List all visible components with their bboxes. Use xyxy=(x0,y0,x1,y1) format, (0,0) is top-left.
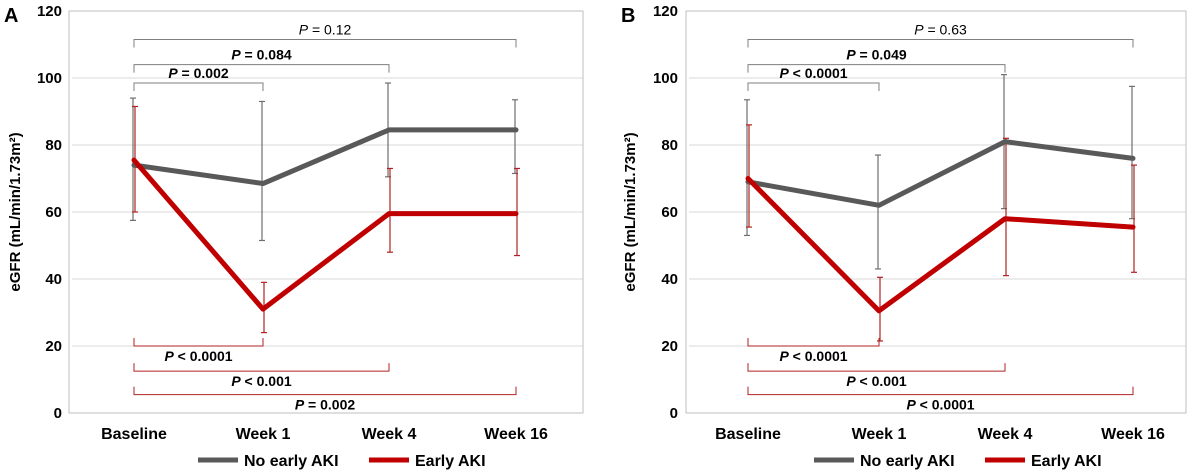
series-line xyxy=(745,176,1136,314)
p-value-label: P = 0.63 xyxy=(914,21,967,37)
plot-frame xyxy=(685,10,1187,414)
comparison-bracket xyxy=(133,338,264,347)
legend-label: No early AKI xyxy=(244,453,339,470)
p-value-label: P < 0.0001 xyxy=(906,397,974,413)
legend-label: Early AKI xyxy=(415,453,486,470)
y-tick-label: 40 xyxy=(661,271,678,288)
p-value-label: P = 0.049 xyxy=(846,47,907,63)
legend: No early AKI Early AKI xyxy=(814,453,1102,470)
y-tick-label: 120 xyxy=(653,3,678,20)
y-tick-label: 120 xyxy=(37,3,62,20)
y-tick-label: 80 xyxy=(45,137,62,154)
p-value-label: P < 0.001 xyxy=(846,373,907,389)
y-tick-label: 80 xyxy=(661,137,678,154)
comparison-bracket xyxy=(747,386,1134,396)
p-value-label: P = 0.12 xyxy=(299,21,352,37)
series-line xyxy=(131,127,519,187)
y-tick-label: 60 xyxy=(45,204,62,221)
chart-panel-a: A 0 20 40 60 80 100 120 eGFR (mL/min/1.73m²) Base… xyxy=(4,3,584,470)
comparison-bracket xyxy=(747,363,1006,372)
comparison-bracket xyxy=(747,338,880,347)
legend-label: No early AKI xyxy=(860,453,955,470)
y-tick-label: 60 xyxy=(661,204,678,221)
y-tick-label: 40 xyxy=(45,271,62,288)
comparison-bracket xyxy=(133,38,517,48)
comparison-bracket xyxy=(747,38,1134,48)
y-axis-label: eGFR (mL/min/1.73m²) xyxy=(622,132,639,291)
x-tick-label: Week 4 xyxy=(978,426,1033,443)
y-tick-label: 20 xyxy=(661,338,678,355)
panel-letter: B xyxy=(621,5,635,27)
x-tick-label: Baseline xyxy=(101,426,167,443)
comparison-bracket xyxy=(133,363,390,372)
x-tick-label: Week 16 xyxy=(484,426,548,443)
y-tick-label: 20 xyxy=(45,338,62,355)
x-tick-label: Week 4 xyxy=(362,426,417,443)
x-tick-label: Baseline xyxy=(715,426,781,443)
series-line xyxy=(745,139,1136,208)
y-tick-label: 0 xyxy=(670,405,678,422)
comparison-bracket xyxy=(133,64,390,73)
p-value-label: P < 0.0001 xyxy=(779,65,847,81)
comparison-bracket xyxy=(747,64,1006,73)
p-value-label: P = 0.002 xyxy=(168,65,229,81)
p-value-label: P = 0.084 xyxy=(231,47,292,63)
comparison-bracket xyxy=(747,82,880,92)
x-tick-label: Week 1 xyxy=(852,426,907,443)
y-axis-label: eGFR (mL/min/1.73m²) xyxy=(7,132,24,291)
legend: No early AKI Early AKI xyxy=(198,453,486,470)
series-line xyxy=(131,157,519,312)
comparison-bracket xyxy=(133,386,517,396)
p-value-label: P < 0.001 xyxy=(231,373,292,389)
plot-frame xyxy=(68,10,584,414)
p-value-label: P < 0.0001 xyxy=(779,348,847,364)
y-tick-label: 100 xyxy=(653,70,678,87)
y-tick-label: 100 xyxy=(37,70,62,87)
x-tick-label: Week 16 xyxy=(1101,426,1165,443)
comparison-bracket xyxy=(133,82,264,92)
chart-panel-b: B 0 20 40 60 80 100 120 eGFR (mL/min/1.73m²) Base… xyxy=(621,3,1187,470)
p-value-label: P < 0.0001 xyxy=(164,348,232,364)
legend-label: Early AKI xyxy=(1031,453,1102,470)
x-tick-label: Week 1 xyxy=(236,426,291,443)
y-tick-label: 0 xyxy=(54,405,62,422)
panel-letter: A xyxy=(4,5,18,27)
p-value-label: P = 0.002 xyxy=(295,397,356,413)
